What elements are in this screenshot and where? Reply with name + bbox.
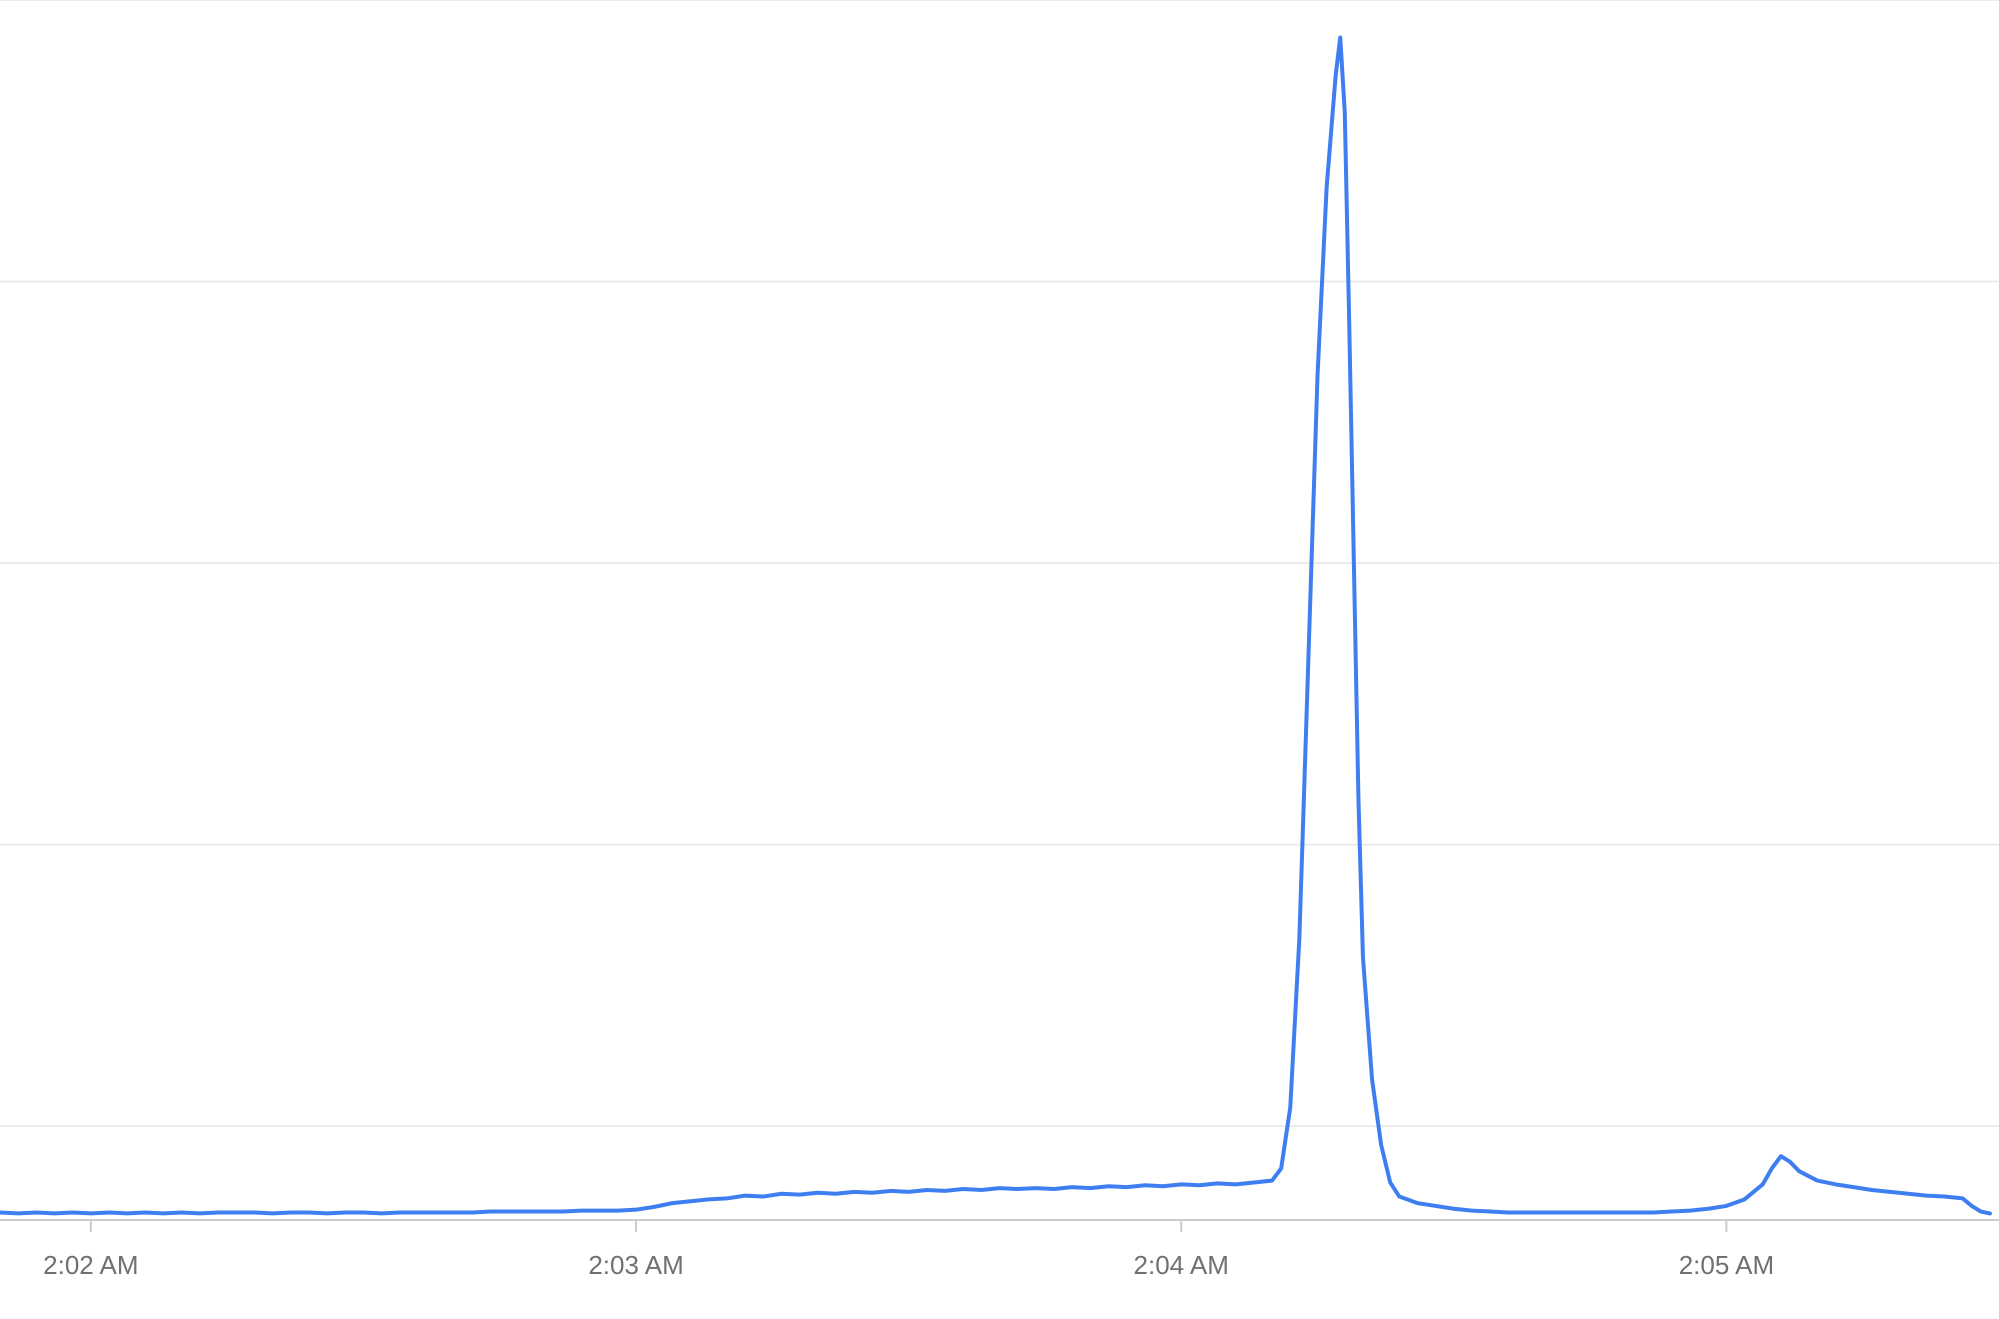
x-axis-label: 2:02 AM (43, 1250, 138, 1280)
x-axis-label: 2:05 AM (1679, 1250, 1774, 1280)
x-axis-label: 2:03 AM (588, 1250, 683, 1280)
timeseries-chart: 2:02 AM 2:03 AM 2:04 AM 2:05 AM (0, 0, 1999, 1319)
x-axis-label: 2:04 AM (1134, 1250, 1229, 1280)
chart-svg: 2:02 AM 2:03 AM 2:04 AM 2:05 AM (0, 0, 1999, 1319)
